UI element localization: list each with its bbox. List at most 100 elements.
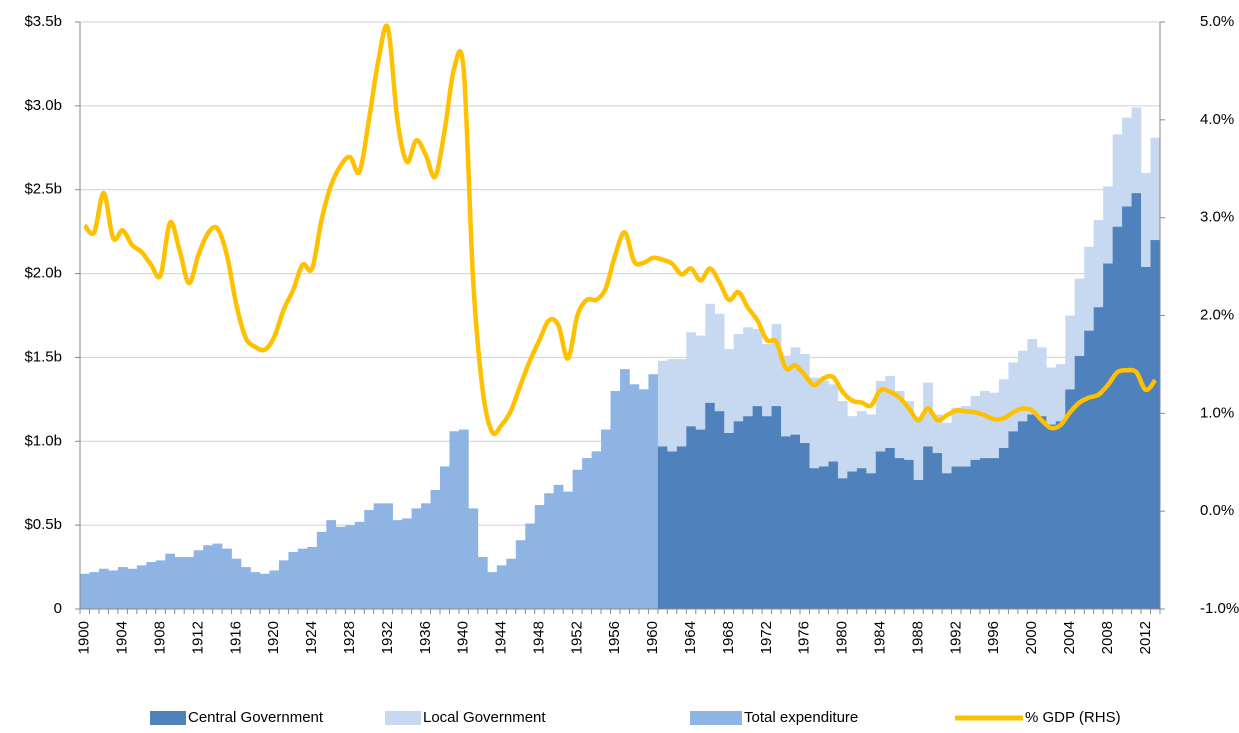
bar	[676, 359, 687, 447]
bar	[866, 473, 877, 609]
legend-swatch	[150, 711, 186, 725]
line	[83, 23, 1158, 437]
y2-tick-label: 4.0%	[1200, 111, 1234, 128]
bar	[1046, 367, 1057, 425]
bar	[714, 313, 725, 412]
bar	[392, 520, 403, 609]
bar	[686, 426, 697, 609]
bar	[250, 572, 261, 609]
bar	[714, 411, 725, 609]
bar	[146, 562, 157, 609]
bar	[800, 354, 810, 443]
bar	[970, 459, 981, 609]
bar	[449, 431, 460, 609]
bar	[998, 447, 1009, 609]
bar	[1065, 315, 1076, 390]
bar	[705, 402, 716, 609]
bar	[904, 401, 914, 460]
bar	[534, 505, 545, 609]
bar	[1122, 206, 1132, 609]
bar	[496, 565, 507, 609]
bar	[155, 560, 166, 609]
bar	[316, 531, 327, 609]
x-tick-label: 1908	[151, 621, 168, 654]
x-tick-label: 1972	[758, 621, 775, 654]
y2-tick-label: 0.0%	[1200, 502, 1234, 519]
bar	[1112, 134, 1123, 227]
bar	[790, 434, 801, 609]
bar	[667, 359, 678, 452]
bar	[98, 568, 109, 609]
bar	[231, 558, 242, 609]
bar	[875, 380, 886, 452]
bar	[818, 380, 829, 467]
bar	[923, 382, 933, 447]
bar	[544, 493, 554, 609]
bar	[743, 327, 753, 417]
bar	[563, 491, 573, 609]
bar	[297, 548, 308, 609]
bar	[307, 546, 318, 609]
bar	[1055, 364, 1066, 422]
bar	[752, 328, 763, 407]
bar	[1036, 416, 1047, 609]
bar	[440, 466, 450, 609]
bar	[800, 442, 810, 609]
bar	[885, 375, 896, 448]
bar	[856, 411, 867, 469]
bar	[165, 553, 176, 609]
bar	[1131, 193, 1142, 609]
bar	[875, 451, 886, 609]
x-tick-label: 1952	[568, 621, 585, 654]
bar	[1055, 421, 1066, 609]
bar	[260, 573, 270, 609]
bar	[989, 458, 1000, 609]
x-tick-label: 2008	[1099, 621, 1116, 654]
x-tick-label: 1984	[871, 621, 888, 654]
bar	[421, 503, 431, 609]
bar	[184, 557, 194, 609]
bar	[1122, 117, 1132, 207]
bar	[1074, 355, 1085, 609]
bar	[326, 520, 337, 609]
y2-tick-label: 5.0%	[1200, 13, 1234, 30]
bar	[610, 390, 621, 609]
bar	[430, 489, 441, 609]
x-tick-label: 1928	[341, 621, 358, 654]
y-tick-label: $2.0b	[24, 265, 62, 282]
bar	[942, 422, 952, 474]
bar	[781, 355, 791, 437]
bar	[913, 419, 924, 480]
y-tick-label: $0.5b	[24, 516, 62, 533]
bar	[771, 323, 782, 407]
bar	[515, 540, 526, 609]
x-tick-label: 2004	[1061, 621, 1078, 654]
x-tick-label: 1996	[985, 621, 1002, 654]
bar	[241, 567, 251, 609]
bar	[980, 458, 990, 609]
x-tick-label: 2000	[1023, 621, 1040, 654]
bar	[354, 521, 365, 609]
x-tick-label: 1900	[76, 621, 93, 654]
bar	[913, 479, 924, 609]
bar	[752, 406, 763, 609]
bar	[818, 466, 829, 609]
bar	[136, 565, 147, 609]
bar	[866, 414, 877, 474]
y2-tick-label: 1.0%	[1200, 404, 1234, 421]
bar	[193, 550, 204, 609]
y-tick-label: $3.5b	[24, 13, 62, 30]
bar	[1131, 107, 1142, 194]
bar	[1084, 246, 1094, 331]
bar	[828, 384, 839, 462]
bar	[1017, 421, 1028, 609]
bar	[1112, 226, 1123, 609]
bar	[894, 390, 905, 459]
bar	[951, 466, 962, 609]
bar	[383, 503, 393, 609]
bar	[288, 551, 299, 609]
x-tick-label: 1976	[796, 621, 813, 654]
bar	[468, 508, 479, 609]
bar	[1141, 266, 1151, 609]
